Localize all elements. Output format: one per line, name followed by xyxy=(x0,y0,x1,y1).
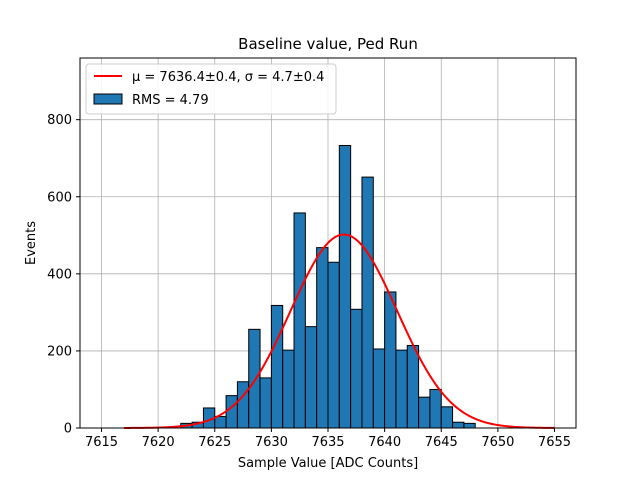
histogram-bar xyxy=(452,421,465,429)
histogram-bar xyxy=(418,396,431,429)
y-tick-label: 600 xyxy=(47,190,72,205)
histogram-bar xyxy=(350,308,363,429)
legend-box xyxy=(85,63,337,115)
histogram-bar xyxy=(293,212,306,429)
x-tick-label: 7645 xyxy=(425,435,458,450)
y-tick-label: 800 xyxy=(47,113,72,128)
histogram-bar xyxy=(270,304,284,429)
histogram-bar xyxy=(248,328,261,429)
histogram-bar xyxy=(372,348,386,429)
x-tick-label: 7635 xyxy=(311,435,344,450)
histogram-bar xyxy=(225,395,238,429)
x-tick-label: 7650 xyxy=(481,435,514,450)
histogram-bar xyxy=(327,261,340,429)
histogram-bar xyxy=(259,377,272,429)
gaussian-fit-curve xyxy=(124,233,555,429)
histogram-bar xyxy=(395,349,408,429)
histogram-bar xyxy=(214,415,227,429)
histogram-bar xyxy=(361,176,374,429)
x-axis-ticks: 7615 7620 7625 7630 7635 7640 7645 7650 7655 xyxy=(85,428,571,450)
legend-fit-label: μ = 7636.4±0.4, σ = 4.7±0.4 xyxy=(132,70,324,85)
histogram-bar xyxy=(282,349,295,429)
legend: μ = 7636.4±0.4, σ = 4.7±0.4 RMS = 4.79 xyxy=(85,63,337,115)
histogram-bar xyxy=(304,326,318,429)
histogram-bar xyxy=(384,291,397,429)
x-tick-label: 7630 xyxy=(255,435,288,450)
histogram-bar xyxy=(429,388,442,429)
y-axis-ticks: 0 200 400 600 800 xyxy=(47,113,80,437)
histogram-bars xyxy=(180,144,476,429)
histogram-bar xyxy=(440,406,454,429)
histogram-bar xyxy=(236,381,250,429)
y-tick-label: 0 xyxy=(64,422,72,437)
x-tick-label: 7640 xyxy=(368,435,401,450)
y-axis-label: Events xyxy=(24,221,39,265)
chart-title: Baseline value, Ped Run xyxy=(238,35,418,53)
x-tick-label: 7655 xyxy=(538,435,571,450)
x-axis-label: Sample Value [ADC Counts] xyxy=(238,456,418,471)
x-tick-label: 7620 xyxy=(142,435,175,450)
legend-hist-swatch xyxy=(93,93,123,105)
fit-curve-group xyxy=(124,233,555,429)
histogram-bar xyxy=(463,422,476,429)
x-tick-label: 7625 xyxy=(198,435,231,450)
histogram-bar xyxy=(406,345,420,429)
y-tick-label: 400 xyxy=(47,267,72,282)
y-tick-label: 200 xyxy=(47,344,72,359)
legend-hist-label: RMS = 4.79 xyxy=(132,93,209,108)
x-tick-label: 7615 xyxy=(85,435,118,450)
histogram-bar xyxy=(338,144,352,429)
histogram-bar xyxy=(316,247,329,429)
